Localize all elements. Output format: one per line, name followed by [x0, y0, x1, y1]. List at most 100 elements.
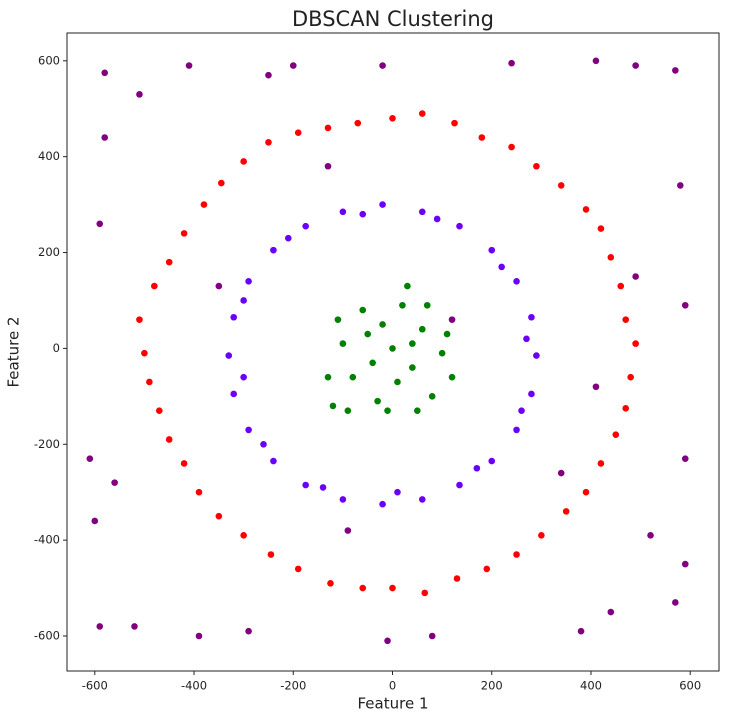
point — [359, 210, 367, 218]
point — [344, 407, 352, 415]
point — [294, 129, 302, 137]
point — [622, 316, 630, 323]
point — [354, 119, 362, 127]
point — [334, 316, 342, 323]
point — [359, 306, 367, 314]
y-tick-label: -600 — [34, 629, 60, 643]
point — [632, 273, 639, 280]
point — [681, 455, 689, 462]
point — [418, 325, 426, 333]
point — [294, 565, 302, 573]
point — [421, 589, 429, 597]
point — [195, 632, 203, 640]
point — [632, 340, 639, 347]
point — [681, 560, 689, 568]
point — [146, 378, 153, 386]
point — [265, 71, 272, 79]
point — [327, 579, 334, 587]
x-tick-label: 200 — [481, 679, 503, 693]
point — [404, 282, 411, 290]
point — [369, 359, 376, 367]
point — [260, 440, 267, 448]
point — [180, 230, 188, 237]
point — [538, 532, 545, 539]
point — [483, 565, 491, 573]
point — [155, 407, 163, 415]
x-axis-label: Feature 1 — [358, 695, 429, 713]
point — [453, 575, 461, 582]
point — [528, 390, 535, 398]
point — [513, 551, 520, 558]
point — [592, 57, 600, 65]
point — [428, 632, 436, 640]
point — [451, 119, 458, 127]
point — [96, 623, 104, 630]
point — [582, 206, 590, 213]
point — [339, 208, 347, 216]
point — [488, 246, 496, 254]
point — [523, 335, 530, 343]
point — [627, 373, 634, 381]
point — [418, 208, 426, 216]
point — [438, 349, 446, 357]
point — [508, 143, 515, 151]
point — [245, 627, 252, 635]
point — [582, 488, 590, 496]
point — [86, 455, 94, 462]
y-tick-label: 0 — [53, 341, 60, 355]
point — [533, 162, 540, 170]
point — [165, 436, 173, 443]
point — [647, 532, 654, 539]
point — [324, 124, 332, 132]
x-tick-label: 600 — [679, 679, 701, 693]
point — [384, 637, 391, 645]
point — [577, 627, 585, 635]
point — [592, 383, 600, 391]
point — [389, 345, 396, 352]
point — [597, 460, 605, 467]
point — [607, 254, 615, 261]
point — [240, 297, 247, 304]
point — [409, 364, 416, 371]
point — [676, 182, 684, 189]
point — [672, 67, 679, 74]
point — [456, 222, 463, 230]
point — [215, 512, 223, 520]
point — [240, 532, 247, 539]
point — [409, 340, 416, 347]
point — [622, 405, 630, 412]
point — [374, 397, 381, 405]
point — [456, 481, 463, 489]
point — [617, 282, 625, 290]
point — [302, 481, 309, 489]
point — [240, 158, 247, 165]
point — [612, 431, 620, 438]
point — [528, 313, 535, 321]
point — [359, 584, 367, 592]
point — [185, 62, 193, 69]
point — [230, 313, 238, 321]
y-tick-label: 600 — [38, 53, 60, 67]
point — [379, 201, 386, 208]
point — [349, 373, 357, 381]
point — [394, 488, 401, 496]
point — [319, 484, 327, 491]
points — [86, 57, 689, 645]
point — [136, 91, 143, 98]
point — [418, 110, 426, 117]
point — [597, 225, 605, 232]
point — [289, 62, 297, 69]
point — [672, 599, 679, 606]
point — [513, 277, 520, 285]
point — [245, 277, 252, 285]
point — [302, 222, 309, 230]
x-tick-label: 0 — [389, 679, 396, 693]
point — [418, 496, 426, 503]
point — [165, 258, 173, 266]
point — [632, 62, 639, 69]
point — [379, 500, 386, 508]
point — [111, 479, 118, 486]
point — [443, 330, 451, 338]
point — [488, 457, 496, 465]
